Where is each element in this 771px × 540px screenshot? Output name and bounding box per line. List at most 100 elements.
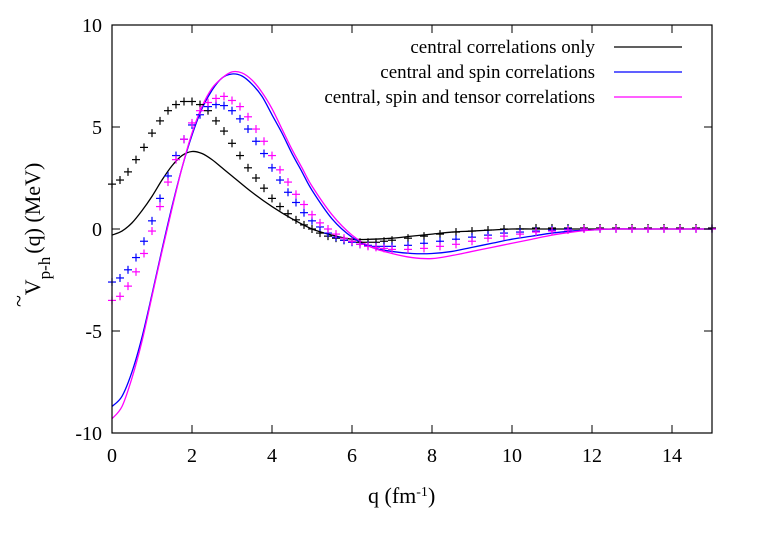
data-point: [124, 282, 132, 291]
data-point: [260, 149, 268, 158]
data-point: [324, 225, 332, 233]
data-point: [452, 240, 460, 249]
data-point: [244, 163, 252, 172]
data-point: [244, 125, 252, 134]
data-point: [436, 230, 444, 239]
data-point: [220, 127, 228, 136]
data-point: [252, 125, 260, 134]
data-point: [692, 225, 700, 233]
data-point: [188, 97, 196, 106]
data-point: [156, 116, 164, 125]
data-point: [300, 200, 308, 209]
x-tick-label: 10: [502, 445, 522, 467]
data-point: [452, 228, 460, 237]
x-axis-label: q (fm-1): [368, 483, 435, 508]
data-point: [244, 112, 252, 121]
data-point: [140, 237, 148, 246]
data-point: [148, 216, 156, 225]
data-point: [404, 245, 412, 254]
data-point: [380, 244, 388, 253]
data-point: [436, 242, 444, 251]
data-point: [220, 101, 228, 110]
data-point: [404, 234, 412, 243]
x-tick-label: 12: [582, 445, 602, 467]
data-point: [164, 106, 172, 115]
y-axis-label-sub: p-h: [35, 256, 54, 279]
data-point: [292, 215, 300, 224]
data-point: [516, 230, 524, 239]
series-line-0: [111, 150, 712, 241]
y-axis-label-tilde: ~: [6, 295, 31, 307]
y-tick-label: -5: [85, 321, 102, 343]
data-point: [308, 225, 316, 233]
data-point: [628, 225, 636, 233]
data-point: [300, 220, 308, 229]
x-tick-label: 6: [347, 445, 357, 467]
y-axis-label-main: V: [20, 279, 45, 295]
x-tick-label: 4: [267, 445, 277, 467]
data-point: [172, 100, 180, 109]
data-point: [420, 244, 428, 253]
data-point: [268, 163, 276, 172]
data-point: [156, 202, 164, 211]
data-point: [276, 165, 284, 174]
data-point: [316, 218, 324, 227]
data-point: [356, 240, 364, 249]
data-point: [644, 225, 652, 233]
svg-text:Vp-h(q) (MeV): Vp-h (q) (MeV): [20, 163, 54, 296]
data-point: [364, 242, 372, 251]
legend-label: central and spin correlations: [380, 62, 595, 83]
data-point: [140, 143, 148, 152]
data-point: [372, 243, 380, 252]
data-point: [156, 194, 164, 203]
x-tick-label: 8: [427, 445, 437, 467]
data-point: [284, 209, 292, 218]
data-point: [236, 114, 244, 123]
data-point: [148, 227, 156, 236]
data-point: [500, 232, 508, 241]
series-line-2: [111, 70, 712, 420]
data-point: [212, 94, 220, 103]
data-point: [332, 230, 340, 239]
y-tick-label: 10: [82, 15, 102, 37]
data-point: [268, 151, 276, 160]
data-point: [180, 135, 188, 144]
x-axis-label-close: ): [428, 483, 435, 508]
data-point: [532, 228, 540, 237]
y-axis-label: Vp-h (q) (MeV) ~: [6, 163, 54, 307]
data-point: [340, 234, 348, 243]
data-point: [484, 234, 492, 243]
legend-label: central, spin and tensor correlations: [324, 87, 595, 108]
data-point: [228, 96, 236, 105]
data-point: [116, 292, 124, 301]
data-point: [268, 194, 276, 203]
data-point: [164, 178, 172, 187]
data-point: [196, 106, 204, 115]
data-point: [148, 129, 156, 138]
data-point: [276, 176, 284, 185]
data-point: [188, 118, 196, 127]
series-line-1: [111, 73, 712, 407]
x-tick-label: 14: [662, 445, 682, 467]
data-point: [676, 225, 684, 233]
data-point: [140, 249, 148, 258]
data-point: [564, 226, 572, 235]
data-point: [284, 188, 292, 197]
data-point: [260, 184, 268, 193]
data-point: [236, 151, 244, 160]
data-point: [260, 137, 268, 146]
data-point: [132, 253, 140, 262]
data-point: [348, 237, 356, 246]
y-tick-label: 5: [92, 117, 102, 139]
legend: central correlations only central and spi…: [324, 37, 682, 108]
data-point: [116, 273, 124, 282]
data-point: [388, 245, 396, 254]
x-axis-label-sup: -1: [416, 485, 428, 500]
data-point: [300, 208, 308, 217]
data-point: [228, 106, 236, 115]
data-point: [236, 102, 244, 111]
data-point: [276, 202, 284, 211]
x-tick-label: 2: [187, 445, 197, 467]
data-point: [228, 139, 236, 148]
